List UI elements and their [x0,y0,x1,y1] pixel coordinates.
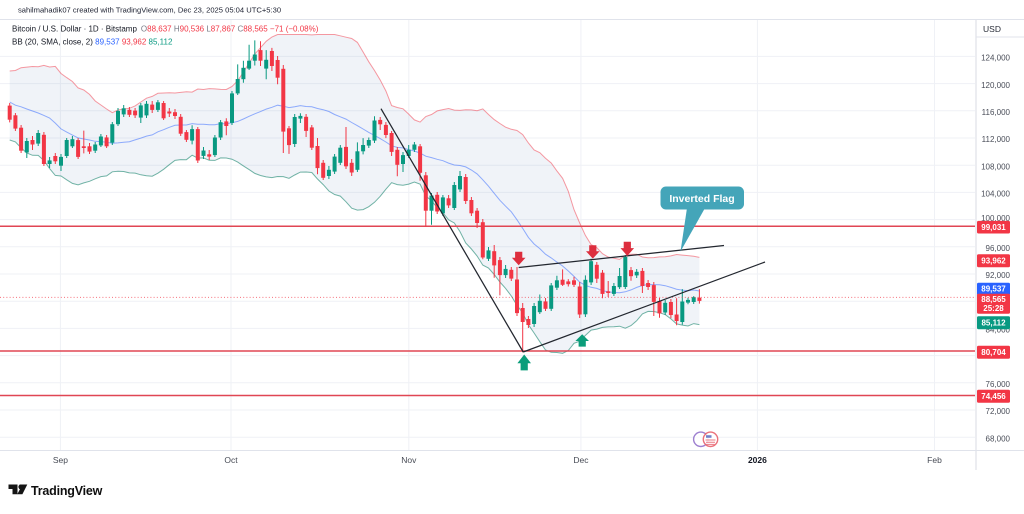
svg-text:sahilmahadik07 created with Tr: sahilmahadik07 created with TradingView.… [18,6,281,15]
svg-text:112,000: 112,000 [982,135,1011,144]
svg-text:USD: USD [983,24,1001,34]
svg-text:99,031: 99,031 [981,223,1006,232]
svg-text:Dec: Dec [573,455,589,465]
svg-text:Sep: Sep [53,455,68,465]
svg-text:68,000: 68,000 [986,434,1011,443]
svg-text:80,704: 80,704 [981,348,1006,357]
svg-text:88,565: 88,565 [981,295,1006,304]
svg-text:96,000: 96,000 [986,244,1011,253]
svg-text:116,000: 116,000 [982,108,1011,117]
svg-text:BB (20, SMA, close, 2) 89,537: BB (20, SMA, close, 2) 89,537 93,962 85,… [12,37,173,46]
svg-text:93,962: 93,962 [981,256,1006,265]
svg-text:TradingView: TradingView [31,484,103,498]
svg-text:Feb: Feb [927,455,942,465]
svg-text:104,000: 104,000 [981,190,1010,199]
svg-text:76,000: 76,000 [986,380,1011,389]
svg-text:72,000: 72,000 [986,407,1011,416]
svg-text:85,112: 85,112 [981,319,1006,328]
svg-text:84,000: 84,000 [986,326,1011,335]
svg-text:Nov: Nov [401,455,417,465]
svg-text:92,000: 92,000 [986,271,1011,280]
svg-text:74,456: 74,456 [981,392,1006,401]
svg-text:25:28: 25:28 [983,304,1004,313]
svg-text:Inverted Flag: Inverted Flag [669,193,734,205]
svg-text:108,000: 108,000 [981,162,1010,171]
svg-text:Oct: Oct [224,455,238,465]
svg-text:124,000: 124,000 [981,54,1010,63]
svg-text:100,000: 100,000 [981,214,1010,223]
svg-text:120,000: 120,000 [981,81,1010,90]
svg-text:Bitcoin / U.S. Dollar · 1D · B: Bitcoin / U.S. Dollar · 1D · Bitstamp O8… [12,24,319,33]
svg-text:2026: 2026 [748,455,767,465]
svg-text:89,537: 89,537 [981,285,1006,294]
